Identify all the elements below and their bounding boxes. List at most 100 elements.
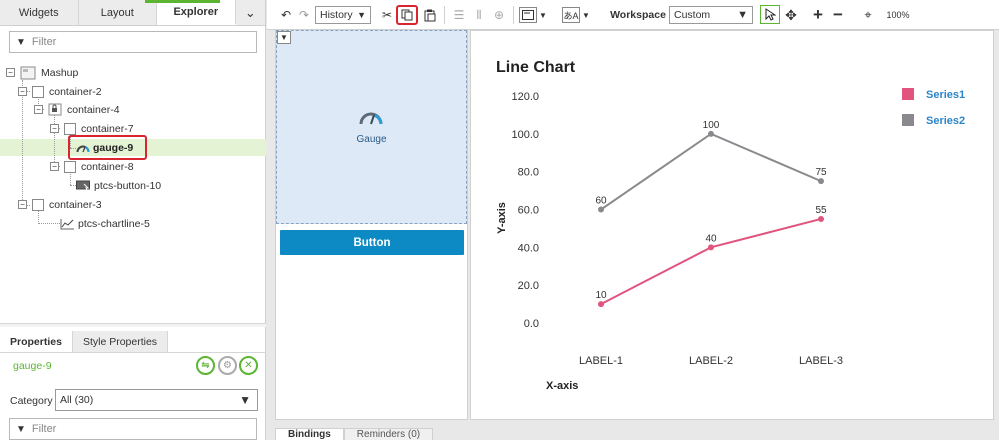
- tab-style-properties[interactable]: Style Properties: [72, 331, 169, 352]
- explorer-filter-input[interactable]: ▼ Filter: [9, 31, 257, 53]
- target-icon[interactable]: ⊕: [493, 8, 505, 22]
- history-label: History: [320, 9, 353, 21]
- tree-node-gauge-9[interactable]: gauge-9: [76, 138, 133, 157]
- tree-label: ptcs-chartline-5: [78, 217, 150, 230]
- gauge-label: Gauge: [356, 134, 387, 145]
- collapse-icon[interactable]: −: [6, 68, 15, 77]
- workspace-select[interactable]: Custom ▼: [669, 6, 753, 24]
- line-chart: Line Chart Y-axis X-axis 120.0100.080.06…: [496, 59, 965, 392]
- tree-node-container-3[interactable]: − container-3: [18, 195, 102, 214]
- legend-label[interactable]: Series1: [926, 89, 965, 101]
- button-widget-icon: [76, 180, 90, 191]
- data-point[interactable]: [708, 130, 714, 137]
- y-tick-label: 120.0: [511, 91, 539, 103]
- line-chart-icon: [60, 218, 74, 229]
- data-point[interactable]: [818, 178, 824, 185]
- filter-placeholder: Filter: [31, 423, 57, 435]
- x-tick-label: LABEL-3: [799, 355, 843, 367]
- gauge-icon: [359, 112, 383, 125]
- close-icon[interactable]: ✕: [239, 356, 258, 375]
- category-value: All (30): [60, 394, 94, 406]
- align-columns-icon[interactable]: ⦀: [476, 7, 482, 22]
- data-label: 55: [815, 205, 827, 216]
- selected-widget-name: gauge-9: [13, 360, 52, 372]
- tab-layout[interactable]: Layout: [79, 0, 158, 25]
- tree-label: Mashup: [41, 66, 79, 79]
- share-icon[interactable]: ⇋: [196, 356, 215, 375]
- active-tab-indicator: [145, 0, 220, 3]
- select-cursor-icon[interactable]: [760, 5, 780, 24]
- tree-label: container-3: [49, 198, 102, 211]
- paste-icon[interactable]: [422, 6, 438, 24]
- history-select[interactable]: History ▼: [315, 6, 371, 24]
- filter-placeholder: Filter: [31, 36, 57, 48]
- toolbar: ↶ ↷ History ▼ ✂ ☰ ⦀ ⊕ ▼ あA ▼ Workspace C…: [267, 0, 999, 30]
- chevron-down-icon[interactable]: ⌄: [244, 4, 256, 20]
- redo-icon[interactable]: ↷: [298, 8, 310, 22]
- zoom-in-icon[interactable]: +: [813, 5, 823, 24]
- copy-icon[interactable]: [396, 5, 418, 25]
- data-point[interactable]: [598, 301, 604, 308]
- caret-down-icon[interactable]: ▼: [539, 10, 547, 20]
- data-label: 40: [705, 233, 717, 244]
- gauge-widget[interactable]: [276, 30, 467, 224]
- cut-icon[interactable]: ✂: [381, 8, 393, 22]
- tree-label: container-7: [81, 122, 134, 135]
- tree-node-container-8[interactable]: − container-8: [50, 157, 134, 176]
- y-tick-label: 40.0: [518, 242, 539, 254]
- selected-row-highlight: [0, 139, 266, 156]
- panel-splitter[interactable]: [0, 323, 266, 327]
- tree-node-ptcs-button-10[interactable]: ptcs-button-10: [76, 176, 161, 195]
- move-icon[interactable]: ✥: [785, 6, 797, 23]
- legend-swatch: [902, 88, 914, 100]
- properties-filter-input[interactable]: ▼ Filter: [9, 418, 257, 440]
- tab-widgets[interactable]: Widgets: [0, 0, 79, 25]
- caret-down-icon: ▼: [737, 9, 748, 21]
- x-tick-label: LABEL-2: [689, 355, 733, 367]
- data-label: 75: [815, 167, 827, 178]
- bottom-tabs: Bindings Reminders (0): [275, 428, 999, 440]
- filter-icon: ▼: [16, 423, 26, 435]
- category-select[interactable]: All (30) ▼: [55, 389, 258, 411]
- chartline-widget[interactable]: Line Chart Y-axis X-axis 120.0 100.0 80.0 6…: [470, 30, 994, 420]
- translate-icon[interactable]: あA: [562, 7, 580, 23]
- tree-node-ptcs-chartline-5[interactable]: ptcs-chartline-5: [60, 214, 150, 233]
- data-point[interactable]: [598, 206, 604, 213]
- zoom-out-icon[interactable]: −: [833, 5, 843, 24]
- collapse-icon[interactable]: −: [18, 200, 27, 209]
- data-point[interactable]: [818, 215, 824, 222]
- gauge-icon: [76, 145, 90, 152]
- tree-node-container-7[interactable]: − container-7: [50, 119, 134, 138]
- tree-node-container-2[interactable]: − container-2: [18, 82, 102, 101]
- zoom-level: 100%: [886, 10, 910, 20]
- workspace-value: Custom: [674, 9, 711, 21]
- layout-icon[interactable]: [519, 7, 537, 23]
- gear-icon[interactable]: ⚙: [218, 356, 237, 375]
- legend-label[interactable]: Series2: [926, 115, 965, 127]
- align-rows-icon[interactable]: ☰: [453, 8, 465, 22]
- tab-reminders[interactable]: Reminders (0): [343, 428, 434, 440]
- collapse-icon[interactable]: −: [50, 162, 59, 171]
- collapse-icon[interactable]: −: [18, 87, 27, 96]
- legend-swatch: [902, 114, 914, 126]
- tree-label: container-2: [49, 85, 102, 98]
- tab-explorer[interactable]: Explorer: [157, 0, 236, 25]
- collapse-icon[interactable]: −: [34, 105, 43, 114]
- chart-title: Line Chart: [496, 59, 576, 76]
- tree-node-container-4[interactable]: − container-4: [34, 100, 120, 119]
- mashup-icon: [20, 66, 36, 79]
- undo-icon[interactable]: ↶: [280, 8, 292, 22]
- tab-properties[interactable]: Properties: [0, 331, 73, 352]
- ptcs-button-widget[interactable]: Button: [280, 230, 464, 255]
- tree-node-mashup[interactable]: − Mashup: [6, 63, 78, 82]
- container-icon: [32, 85, 44, 98]
- caret-down-icon[interactable]: ▼: [582, 10, 590, 20]
- tab-bindings[interactable]: Bindings: [275, 428, 344, 440]
- widget-menu-icon[interactable]: ▼: [277, 31, 291, 44]
- container-icon: [64, 160, 76, 173]
- fit-to-screen-icon[interactable]: ⌖: [864, 7, 872, 22]
- container-icon: [32, 198, 44, 211]
- data-point[interactable]: [708, 244, 714, 251]
- y-tick-label: 60.0: [518, 205, 539, 217]
- collapse-icon[interactable]: −: [50, 124, 59, 133]
